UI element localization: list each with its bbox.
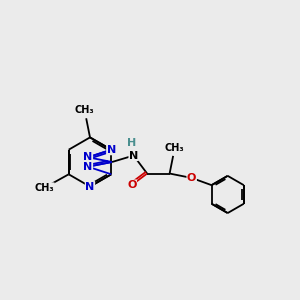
Text: N: N	[83, 162, 92, 172]
Text: H: H	[128, 138, 137, 148]
Text: CH₃: CH₃	[34, 183, 54, 193]
Text: CH₃: CH₃	[165, 142, 184, 153]
Text: N: N	[129, 151, 138, 160]
Text: O: O	[187, 173, 196, 183]
Text: N: N	[83, 152, 92, 162]
Text: O: O	[127, 180, 136, 190]
Text: CH₃: CH₃	[75, 105, 94, 115]
Text: N: N	[107, 145, 116, 155]
Text: N: N	[85, 182, 94, 192]
